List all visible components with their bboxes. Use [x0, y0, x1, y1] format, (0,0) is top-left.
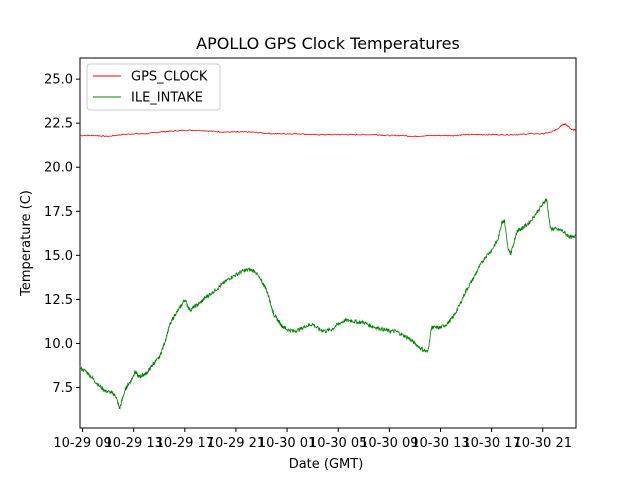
y-tick-label: 17.5: [44, 205, 73, 220]
y-tick-label: 25.0: [44, 73, 73, 88]
x-tick-label: 10-30 21: [514, 436, 572, 451]
plot-area: [79, 57, 577, 429]
x-tick-label: 10-29 09: [53, 436, 111, 451]
x-tick-label: 10-29 13: [104, 436, 162, 451]
y-tick-label: 12.5: [44, 293, 73, 308]
y-tick-label: 22.5: [44, 117, 73, 132]
x-axis-label: Date (GMT): [289, 457, 364, 472]
series-line-ile-intake: [79, 198, 577, 410]
x-tick-label: 10-30 17: [462, 436, 520, 451]
y-tick-label: 20.0: [44, 161, 73, 176]
series-line-gps-clock: [79, 122, 577, 138]
x-tick-label: 10-30 01: [258, 436, 316, 451]
y-axis-label: Temperature (C): [19, 190, 34, 297]
legend-entry-label: GPS_CLOCK: [131, 70, 208, 85]
chart-title: APOLLO GPS Clock Temperatures: [196, 34, 460, 53]
x-tick-label: 10-29 17: [156, 436, 214, 451]
series-layer: [79, 122, 577, 410]
y-tick-label: 7.5: [52, 381, 73, 396]
legend: GPS_CLOCK ILE_INTAKE: [86, 63, 221, 111]
y-tick-label: 15.0: [44, 249, 73, 264]
legend-entry-label: ILE_INTAKE: [131, 91, 203, 106]
x-tick-label: 10-30 09: [360, 436, 418, 451]
x-tick-label: 10-30 05: [309, 436, 367, 451]
y-axis: 7.5 10.0 12.5 15.0 17.5 20.0 22.5 25.0: [44, 73, 80, 396]
x-tick-label: 10-30 13: [411, 436, 469, 451]
y-tick-label: 10.0: [44, 337, 73, 352]
x-tick-label: 10-29 21: [207, 436, 265, 451]
